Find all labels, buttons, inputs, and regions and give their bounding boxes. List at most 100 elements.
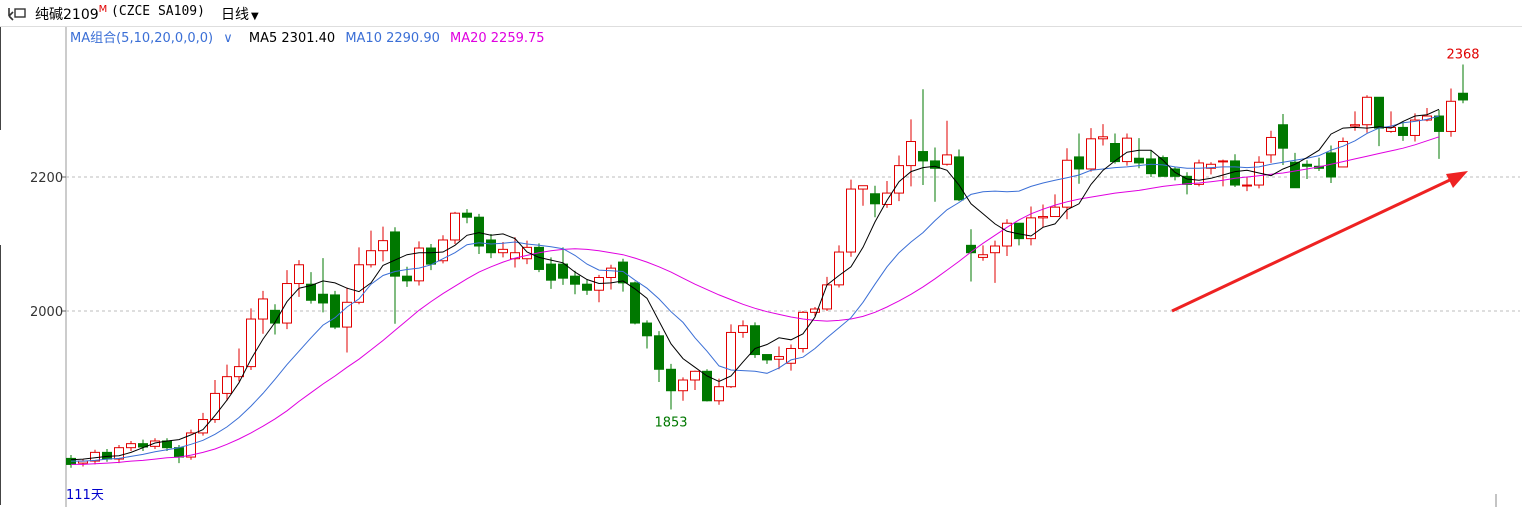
candle-61[interactable] [798,311,808,353]
candle-89[interactable] [1134,138,1144,169]
candle-88[interactable] [1122,133,1132,166]
candle-67[interactable] [870,185,880,218]
candle-45[interactable] [606,264,616,290]
candle-43[interactable] [582,279,592,295]
candle-33[interactable] [462,209,472,224]
candle-53[interactable] [702,369,712,402]
candle-86[interactable] [1098,124,1108,146]
candle-69[interactable] [894,155,904,202]
candle-30[interactable] [426,244,436,271]
candle-24[interactable] [354,247,364,305]
candle-80[interactable] [1026,206,1036,246]
candle-17[interactable] [270,304,280,335]
candle-87[interactable] [1110,133,1120,164]
candle-59[interactable] [774,346,784,370]
candle-81[interactable] [1038,204,1048,228]
candle-91[interactable] [1158,155,1168,177]
candle-35[interactable] [486,233,496,259]
candle-90[interactable] [1146,150,1156,177]
candle-41[interactable] [558,247,568,285]
candle-27[interactable] [390,227,400,324]
ma-combo-selector[interactable]: MA组合(5,10,20,0,0,0) ∨ [70,31,239,46]
candle-58[interactable] [762,354,772,364]
candle-12[interactable] [210,380,220,423]
candle-62[interactable] [810,306,820,317]
candle-46[interactable] [618,258,628,292]
candle-104[interactable] [1314,157,1324,171]
candle-48[interactable] [642,320,652,349]
candle-16[interactable] [258,290,268,334]
candle-23[interactable] [342,287,352,353]
candle-68[interactable] [882,181,892,208]
candle-51[interactable] [678,377,688,401]
candle-103[interactable] [1302,160,1312,180]
candle-98[interactable] [1242,177,1252,192]
candle-97[interactable] [1230,154,1240,188]
candle-18[interactable] [282,270,292,330]
candle-70[interactable] [906,119,916,187]
candle-76[interactable] [978,245,988,261]
candle-14[interactable] [234,348,244,382]
candle-57[interactable] [750,322,760,358]
candle-116[interactable] [1458,64,1468,104]
candle-82[interactable] [1050,194,1060,218]
candle-100[interactable] [1266,130,1276,163]
candle-21[interactable] [318,258,328,313]
candle-95[interactable] [1206,162,1216,175]
candle-56[interactable] [738,320,748,338]
back-link-icon[interactable] [6,5,28,21]
candle-4[interactable] [114,445,124,464]
candle-111[interactable] [1398,121,1408,141]
candle-78[interactable] [1002,219,1012,257]
candle-115[interactable] [1446,88,1456,137]
candle-7[interactable] [150,438,160,450]
candle-1[interactable] [78,459,88,467]
candle-94[interactable] [1194,159,1204,187]
candle-109[interactable] [1374,96,1384,147]
candle-54[interactable] [714,378,724,405]
candle-20[interactable] [306,272,316,304]
candle-40[interactable] [546,257,556,289]
candle-65[interactable] [846,179,856,257]
candle-13[interactable] [222,364,232,401]
candle-71[interactable] [918,89,928,186]
candle-64[interactable] [834,245,844,288]
candle-96[interactable] [1218,159,1228,187]
candle-50[interactable] [666,363,676,410]
candle-42[interactable] [570,270,580,295]
candle-34[interactable] [474,213,484,255]
candle-19[interactable] [294,260,304,297]
candle-5[interactable] [126,440,136,452]
candle-22[interactable] [330,290,340,330]
period-selector[interactable]: 日线 ▼ [221,4,259,24]
candle-110[interactable] [1386,111,1396,133]
candle-73[interactable] [942,120,952,166]
candle-29[interactable] [414,241,424,286]
candle-49[interactable] [654,331,664,383]
candle-28[interactable] [402,266,412,287]
candle-36[interactable] [498,241,508,258]
candle-101[interactable] [1278,114,1288,165]
candle-66[interactable] [858,185,868,206]
candle-102[interactable] [1290,152,1300,189]
candle-72[interactable] [930,147,940,202]
candle-60[interactable] [786,344,796,371]
candle-75[interactable] [966,229,976,282]
candle-108[interactable] [1362,95,1372,133]
candle-15[interactable] [246,308,256,370]
candle-6[interactable] [138,439,148,452]
candle-47[interactable] [630,281,640,325]
candle-112[interactable] [1410,113,1420,142]
candle-25[interactable] [366,230,376,268]
candle-85[interactable] [1086,128,1096,172]
candle-55[interactable] [726,324,736,389]
candle-83[interactable] [1062,148,1072,220]
candle-52[interactable] [690,370,700,391]
candle-32[interactable] [450,211,460,244]
candle-11[interactable] [198,412,208,436]
candle-26[interactable] [378,226,388,262]
candle-106[interactable] [1338,137,1348,168]
candle-44[interactable] [594,274,604,303]
